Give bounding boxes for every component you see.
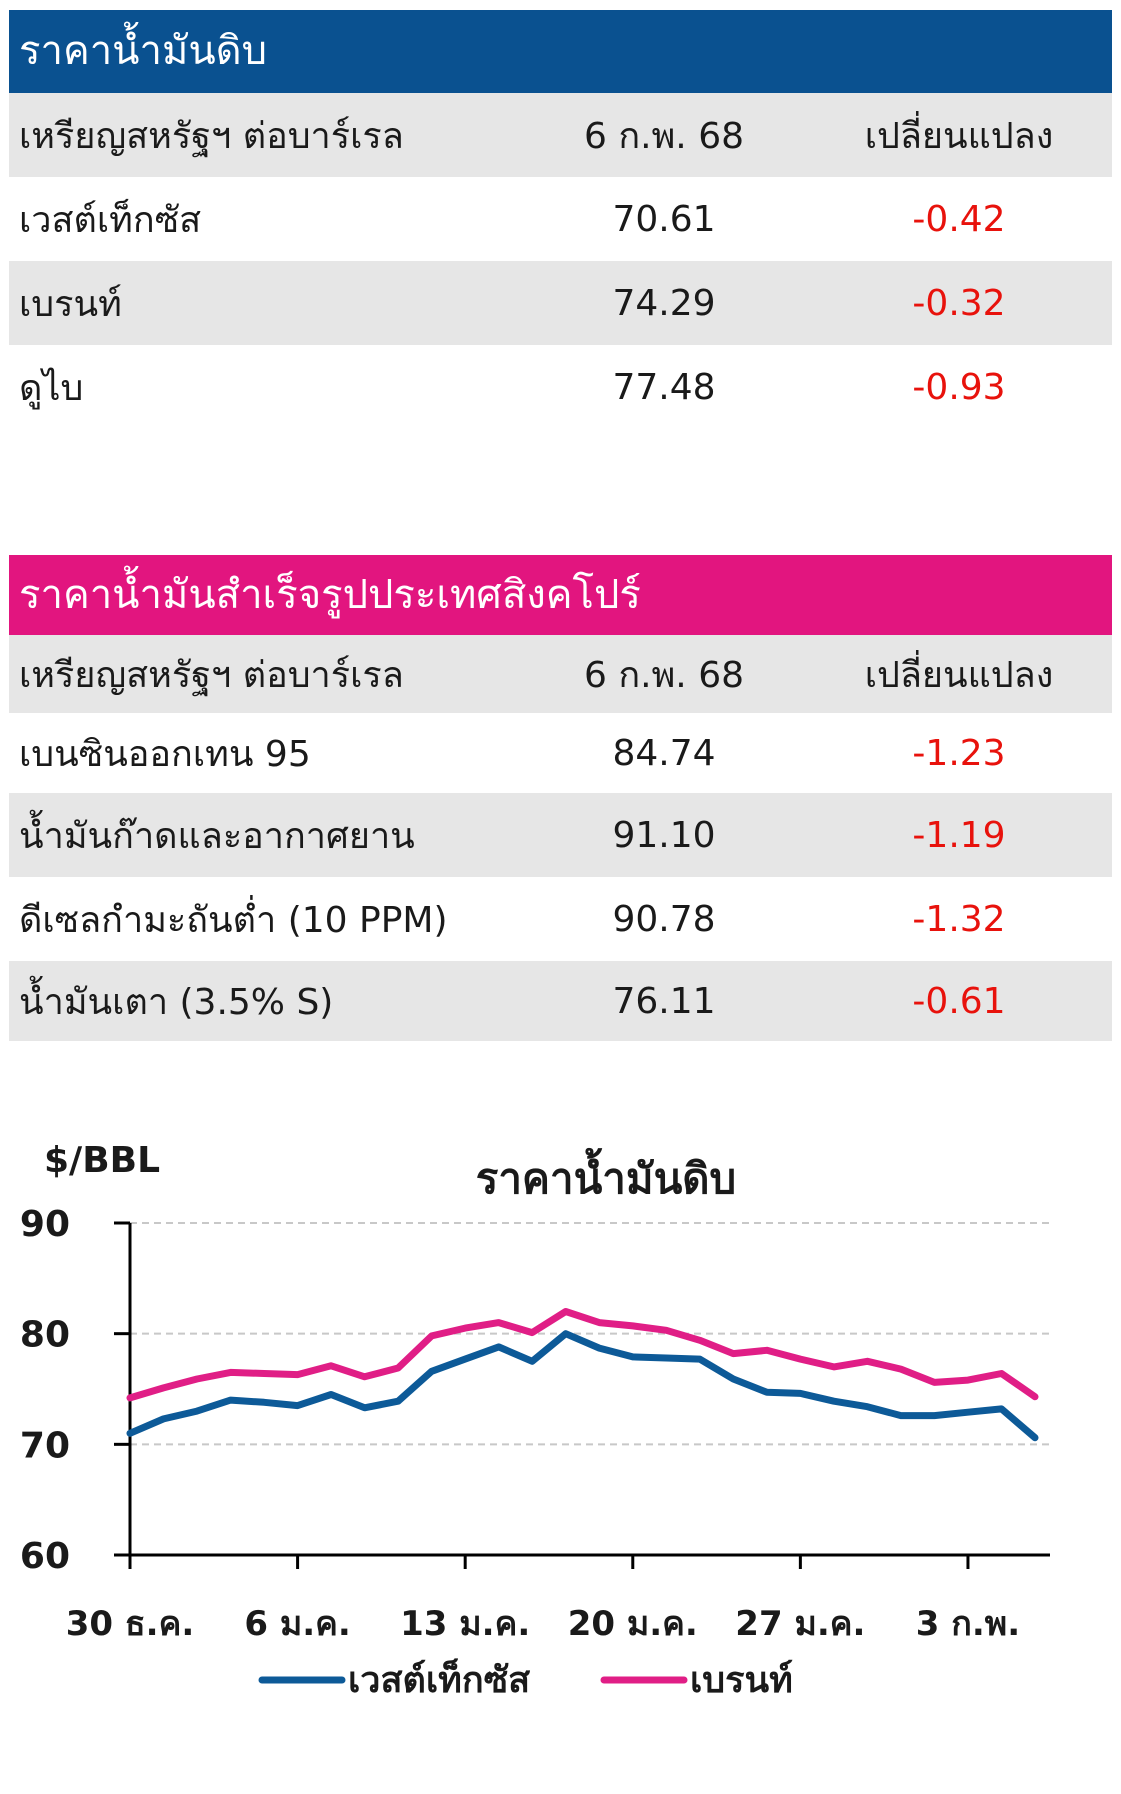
- table-row: เวสต์เท็กซัส 70.61 -0.42: [9, 177, 1112, 261]
- row-change: -1.23: [912, 732, 1006, 774]
- y-tick-label: 70: [20, 1425, 70, 1466]
- crude-oil-table: ราคาน้ำมันดิบ เหรียญสหรัฐฯ ต่อบาร์เรล 6 …: [9, 10, 1112, 429]
- row-value: 77.48: [612, 366, 716, 408]
- row-name: ดีเซลกำมะถันต่ำ (10 PPM): [19, 899, 448, 941]
- y-tick-label: 90: [20, 1204, 70, 1245]
- column-header-date: 6 ก.พ. 68: [583, 115, 744, 157]
- row-name: ดูไบ: [19, 367, 84, 409]
- column-header-unit: เหรียญสหรัฐฯ ต่อบาร์เรล: [19, 115, 404, 157]
- x-tick-label: 13 ม.ค.: [400, 1604, 530, 1644]
- x-tick-label: 6 ม.ค.: [244, 1604, 350, 1644]
- chart-ylabel: $/BBL: [44, 1140, 160, 1181]
- chart-axes: 60 70 80 90 30 ธ.ค. 6 ม.ค. 13 ม.ค. 20 ม.ค. 27 ม.…: [20, 1204, 1050, 1644]
- crude-oil-table-title: ราคาน้ำมันดิบ: [9, 10, 1112, 93]
- row-name: น้ำมันเตา (3.5% S): [19, 981, 334, 1023]
- column-header-change: เปลี่ยนแปลง: [864, 654, 1054, 696]
- table-row: ดีเซลกำมะถันต่ำ (10 PPM) 90.78 -1.32: [9, 877, 1112, 961]
- row-change: -0.93: [912, 366, 1006, 408]
- x-tick-label: 3 ก.พ.: [916, 1604, 1020, 1644]
- table-row: ดูไบ 77.48 -0.93: [9, 345, 1112, 429]
- table-row: เบรนท์ 74.29 -0.32: [9, 261, 1112, 345]
- table-row: น้ำมันก๊าดและอากาศยาน 91.10 -1.19: [9, 793, 1112, 877]
- row-value: 84.74: [612, 732, 716, 774]
- row-change: -0.32: [912, 282, 1006, 324]
- series-line: [126, 1330, 1039, 1442]
- row-value: 91.10: [612, 814, 716, 856]
- y-tick-label: 80: [20, 1315, 70, 1356]
- row-name: เบรนท์: [19, 283, 122, 325]
- row-change: -1.32: [912, 898, 1006, 940]
- refined-products-table-title: ราคาน้ำมันสำเร็จรูปประเทศสิงคโปร์: [9, 555, 1112, 635]
- row-value: 90.78: [612, 898, 716, 940]
- row-change: -0.42: [912, 198, 1006, 240]
- table-row: น้ำมันเตา (3.5% S) 76.11 -0.61: [9, 961, 1112, 1041]
- row-value: 70.61: [612, 198, 716, 240]
- row-name: เบนซินออกเทน 95: [19, 733, 311, 775]
- table-row: เบนซินออกเทน 95 84.74 -1.23: [9, 713, 1112, 793]
- x-tick-label: 20 ม.ค.: [568, 1604, 698, 1644]
- row-value: 74.29: [612, 282, 716, 324]
- column-header-change: เปลี่ยนแปลง: [864, 115, 1054, 157]
- series-line: [126, 1308, 1039, 1402]
- crude-oil-price-chart: $/BBL ราคาน้ำมันดิบ 60 70 80 90 30 ธ.ค. 6 ม.ค…: [20, 1140, 1050, 1701]
- column-header-date: 6 ก.พ. 68: [583, 654, 744, 696]
- row-name: เวสต์เท็กซัส: [19, 199, 202, 241]
- row-value: 76.11: [612, 980, 716, 1022]
- x-tick-label: 27 ม.ค.: [735, 1604, 865, 1644]
- x-tick-label: 30 ธ.ค.: [66, 1604, 194, 1644]
- legend-label: เวสต์เท็กซัส: [348, 1657, 530, 1701]
- legend-label: เบรนท์: [690, 1659, 793, 1701]
- grid-lines: [130, 1222, 1050, 1446]
- row-change: -0.61: [912, 980, 1006, 1022]
- column-header-unit: เหรียญสหรัฐฯ ต่อบาร์เรล: [19, 654, 404, 696]
- y-tick-label: 60: [20, 1536, 70, 1577]
- chart-series: [126, 1308, 1039, 1442]
- row-change: -1.19: [912, 814, 1006, 856]
- crude-oil-header-row: เหรียญสหรัฐฯ ต่อบาร์เรล 6 ก.พ. 68 เปลี่ย…: [9, 93, 1112, 177]
- refined-products-header-row: เหรียญสหรัฐฯ ต่อบาร์เรล 6 ก.พ. 68 เปลี่ย…: [9, 635, 1112, 713]
- chart-legend: เวสต์เท็กซัส เบรนท์: [258, 1657, 793, 1701]
- row-name: น้ำมันก๊าดและอากาศยาน: [19, 815, 415, 857]
- refined-products-table: ราคาน้ำมันสำเร็จรูปประเทศสิงคโปร์ เหรียญ…: [9, 555, 1112, 1041]
- chart-title: ราคาน้ำมันดิบ: [476, 1147, 736, 1203]
